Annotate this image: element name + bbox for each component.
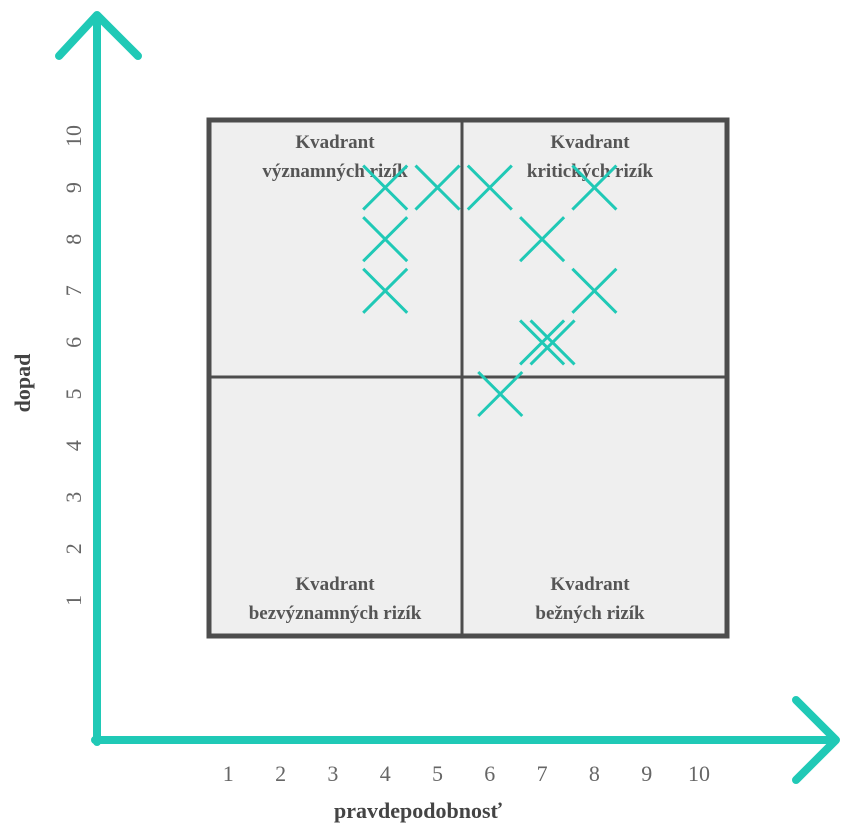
risk-point-marker	[362, 216, 409, 263]
quadrant-bottom-right-line2: bežných rizík	[535, 603, 645, 624]
risk-point-marker	[571, 164, 618, 211]
y-tick-label: 2	[61, 543, 86, 554]
quadrant-top-right-line1: Kvadrant	[550, 132, 630, 153]
y-tick-label: 7	[61, 285, 86, 296]
quadrant-bottom-left-line1: Kvadrant	[295, 574, 375, 595]
x-tick-label: 7	[537, 761, 548, 786]
quadrant-labels: Kvadrant významných rizík Kvadrant kriti…	[249, 132, 654, 624]
risk-point-marker	[362, 164, 409, 211]
y-tick-label: 10	[61, 125, 86, 147]
quadrant-top-left-line1: Kvadrant	[295, 132, 375, 153]
y-tick-label: 8	[61, 234, 86, 245]
risk-point-marker	[519, 216, 566, 263]
data-markers	[362, 164, 618, 418]
y-tick-label: 5	[61, 389, 86, 400]
x-axis-arrow	[91, 696, 840, 784]
risk-point-marker	[519, 319, 566, 366]
risk-point-marker	[362, 267, 409, 314]
risk-point-marker	[414, 164, 461, 211]
x-tick-label: 6	[484, 761, 495, 786]
quadrant-top-right-line2: kritických rizík	[527, 161, 654, 182]
x-tick-label: 2	[275, 761, 286, 786]
quadrant-bottom-right-line1: Kvadrant	[550, 574, 630, 595]
y-axis-arrow	[55, 11, 142, 746]
y-tick-label: 3	[61, 492, 86, 503]
y-tick-label: 4	[61, 440, 86, 451]
y-axis-title: dopad	[10, 354, 35, 413]
y-tick-label: 6	[61, 337, 86, 348]
x-tick-label: 3	[327, 761, 338, 786]
x-tick-label: 1	[223, 761, 234, 786]
risk-point-marker	[571, 267, 618, 314]
x-tick-label: 10	[688, 761, 710, 786]
x-tick-label: 4	[380, 761, 391, 786]
x-tick-label: 8	[589, 761, 600, 786]
risk-point-marker	[477, 370, 524, 418]
x-tick-label: 9	[641, 761, 652, 786]
risk-point-marker	[529, 319, 576, 366]
x-tick-labels: 1 2 3 4 5 6 7 8 9 10	[223, 761, 710, 786]
x-axis-title: pravdepodobnosť	[334, 798, 503, 823]
risk-point-marker	[466, 164, 513, 211]
quadrant-top-left-line2: významných rizík	[262, 161, 408, 182]
quadrant-box	[206, 117, 730, 639]
y-tick-label: 9	[61, 182, 86, 193]
y-tick-label: 1	[61, 595, 86, 606]
quadrant-bottom-left-line2: bezvýznamných rizík	[249, 603, 422, 624]
y-tick-labels: 1 2 3 4 5 6 7 8 9 10	[61, 125, 86, 606]
axes	[55, 11, 840, 784]
x-tick-label: 5	[432, 761, 443, 786]
